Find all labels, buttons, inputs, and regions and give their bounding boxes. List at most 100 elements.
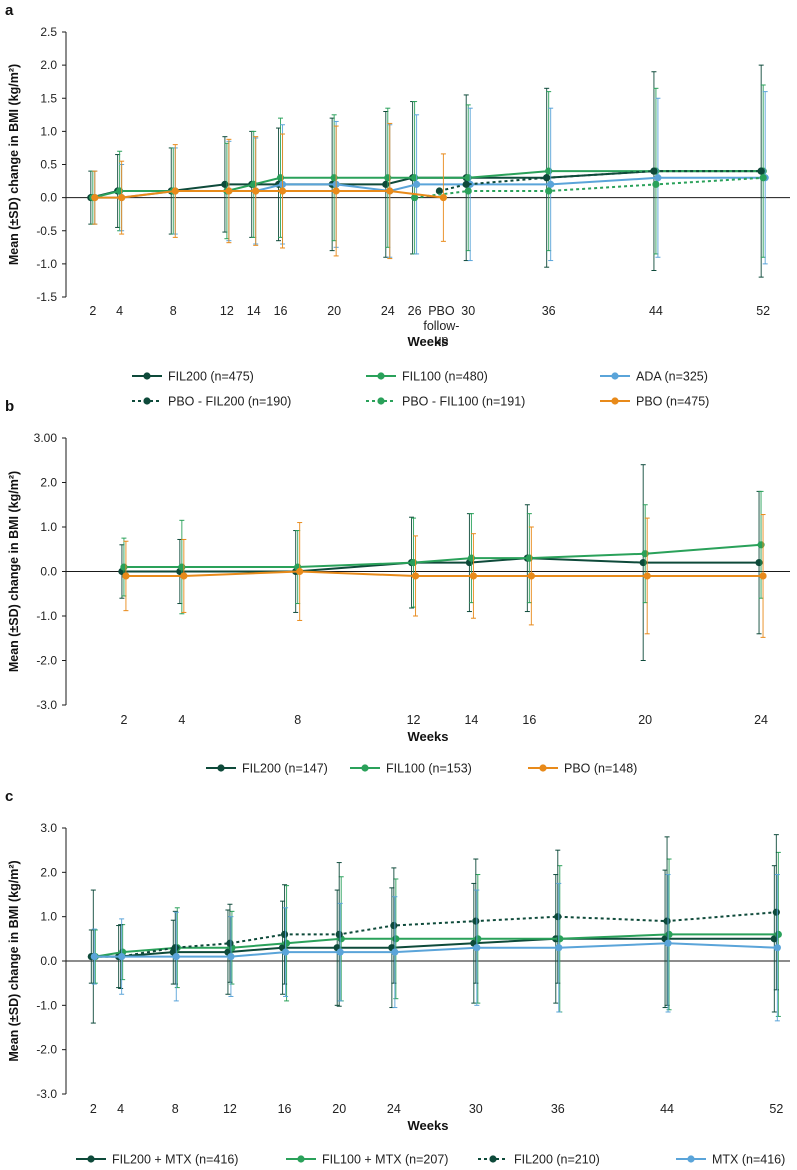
y-tick-label: 2.0: [40, 865, 57, 879]
data-point: [227, 952, 235, 961]
data-point: [643, 572, 651, 580]
y-tick-label: 1.0: [40, 124, 57, 138]
x-tick-label: 30: [461, 304, 475, 318]
data-point: [172, 952, 180, 961]
x-tick-label: 14: [247, 304, 261, 318]
data-point: [392, 935, 400, 943]
legend-item-pbo: PBO (n=475): [600, 395, 709, 409]
panel-letter: a: [5, 2, 14, 19]
legend-label: PBO (n=148): [564, 762, 637, 776]
data-point: [664, 939, 672, 947]
legend-label: MTX (n=416): [712, 1153, 785, 1167]
data-point: [120, 563, 128, 571]
legend-swatch-marker: [489, 1155, 497, 1163]
series-pbo_fil200: [435, 167, 765, 195]
legend-swatch-marker: [687, 1155, 695, 1163]
data-point: [663, 917, 671, 925]
x-tick-label: 36: [551, 1102, 565, 1116]
data-point: [336, 948, 344, 956]
legend-swatch-marker: [611, 397, 619, 405]
data-point: [330, 174, 338, 182]
data-point: [118, 952, 126, 961]
data-point: [221, 180, 229, 188]
chart-panel-b: b 3.00 2.0 1.0 0.0 -1.0 -2.0 -3.0 Mean (±SD) cha…: [5, 398, 790, 776]
data-point: [391, 948, 399, 956]
data-point: [118, 194, 126, 202]
legend-label: ADA (n=325): [636, 370, 708, 384]
data-point: [281, 948, 290, 956]
series-line: [123, 543, 762, 568]
y-tick-label: 3.0: [40, 821, 57, 835]
y-tick-label: -3.0: [36, 698, 57, 712]
legend-swatch-marker: [377, 372, 385, 380]
y-tick-label: -1.5: [36, 290, 57, 304]
data-point: [386, 187, 394, 195]
data-point: [759, 174, 767, 182]
x-tick-label: 16: [278, 1102, 292, 1116]
x-tick-label: 52: [756, 304, 770, 318]
data-point: [171, 944, 179, 952]
x-tick-label: 8: [294, 713, 301, 727]
series-mtx: [90, 874, 781, 1022]
legend-item-fil200: FIL200 (n=475): [132, 370, 254, 384]
y-tick-label: 2.0: [40, 58, 57, 72]
data-point: [759, 572, 767, 580]
data-point: [435, 187, 444, 195]
data-point: [547, 180, 555, 188]
legend-item-fil200: FIL200 (n=147): [206, 762, 328, 776]
data-point: [296, 567, 304, 576]
legend-item-fil200_mono: FIL200 (n=210): [478, 1153, 600, 1167]
legend-swatch-marker: [539, 764, 547, 772]
legend-label: FIL200 (n=147): [242, 762, 328, 776]
data-point: [755, 559, 763, 567]
y-tick-label: 0.0: [40, 191, 57, 205]
data-point: [639, 559, 647, 567]
legend-label: FIL200 + MTX (n=416): [112, 1153, 238, 1167]
legend-item-fil100: FIL100 (n=480): [366, 370, 488, 384]
series-fil100: [89, 84, 767, 258]
data-point: [410, 194, 419, 202]
x-tick-label: 36: [542, 304, 556, 318]
legend-item-mtx: MTX (n=416): [676, 1153, 785, 1167]
y-axis-label: Mean (±SD) change in BMI (kg/m²): [7, 860, 21, 1061]
data-point: [650, 167, 658, 175]
x-tick-label: 20: [638, 713, 652, 727]
x-tick-label-pbo-followup: up: [434, 333, 448, 347]
legend-label: FIL100 (n=153): [386, 762, 472, 776]
data-point: [276, 174, 285, 182]
y-tick-label: 0.0: [40, 954, 57, 968]
data-point: [332, 187, 340, 195]
x-tick-label: 2: [120, 713, 127, 727]
data-point: [464, 174, 472, 182]
x-tick-label: 12: [223, 1102, 237, 1116]
series-line: [121, 557, 759, 573]
x-tick-label: 30: [469, 1102, 483, 1116]
data-point: [226, 939, 234, 947]
data-point: [545, 167, 553, 175]
x-tick-label: 24: [754, 713, 768, 727]
y-tick-label: 2.5: [40, 25, 57, 39]
legend-label: FIL200 (n=210): [514, 1153, 600, 1167]
legend-item-fil200: FIL200 + MTX (n=416): [76, 1153, 238, 1167]
legend-item-fil100: FIL100 + MTX (n=207): [286, 1153, 448, 1167]
legend-item-pbo_fil100: PBO - FIL100 (n=191): [366, 395, 525, 409]
x-tick-label: 16: [274, 304, 288, 318]
x-tick-label: 52: [769, 1102, 783, 1116]
y-tick-label: -1.0: [36, 998, 57, 1012]
data-point: [652, 180, 660, 188]
data-point: [462, 180, 470, 188]
data-point: [527, 572, 535, 580]
x-tick-label: 16: [522, 713, 536, 727]
data-point: [278, 187, 287, 195]
x-axis-label: Weeks: [408, 1118, 449, 1133]
data-point: [91, 194, 99, 202]
legend-item-pbo_fil200: PBO - FIL200 (n=190): [132, 395, 291, 409]
data-point: [122, 572, 130, 580]
x-axis-label: Weeks: [408, 334, 449, 349]
x-tick-label: 4: [116, 304, 123, 318]
x-tick-label: 44: [649, 304, 663, 318]
data-point: [280, 930, 289, 939]
data-point: [543, 174, 551, 182]
x-tick-label: 12: [220, 304, 234, 318]
chart-panel-c: c 3.0 2.0 1.0 0.0 -1.0 -2.0 -3.0 Mean (±SD) chan…: [5, 788, 790, 1167]
